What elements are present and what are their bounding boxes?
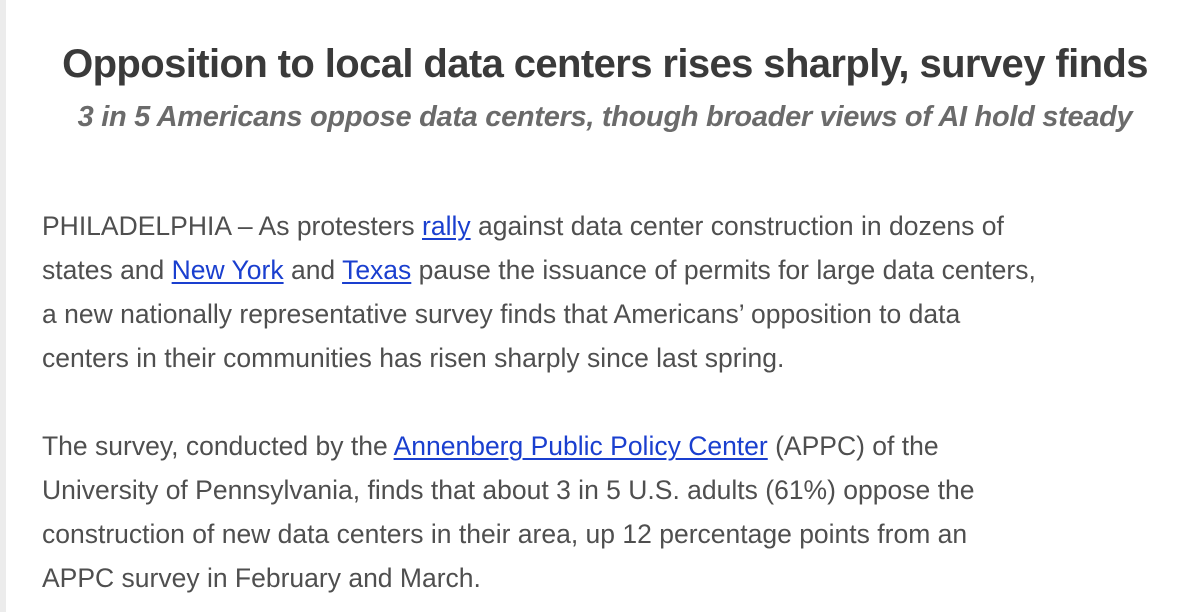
text-segment: pause the issuance of permits for large … [411,255,1036,285]
article-headline: Opposition to local data centers rises s… [62,42,1148,86]
left-border [0,0,6,612]
text-segment: PHILADELPHIA – As protesters [42,211,423,241]
paragraph-line: centers in their communities has risen s… [42,343,785,373]
paragraph-intro: PHILADELPHIA – As protesters rally again… [42,204,1192,380]
paragraph-line: PHILADELPHIA – As protesters rally again… [42,204,1192,248]
paragraph-line: The survey, conducted by the Annenberg P… [42,424,1192,468]
text-segment: (APPC) of the [767,431,939,461]
link-rally[interactable]: rally [422,211,471,241]
paragraph-survey: The survey, conducted by the Annenberg P… [42,424,1192,600]
article-subheadline: 3 in 5 Americans oppose data centers, th… [77,101,1133,133]
text-segment: against data center construction in doze… [470,211,1004,241]
paragraph-line: University of Pennsylvania, finds that a… [42,475,975,505]
link-texas[interactable]: Texas [342,255,412,285]
text-segment: and [283,255,343,285]
paragraph-line: states and New York and Texas pause the … [42,248,1192,292]
text-segment: The survey, conducted by the [42,431,394,461]
paragraph-line: APPC survey in February and March. [42,563,481,593]
link-annenberg[interactable]: Annenberg Public Policy Center [393,431,768,461]
paragraph-line: construction of new data centers in thei… [42,519,968,549]
text-segment: states and [42,255,172,285]
link-new-york[interactable]: New York [171,255,284,285]
paragraph-line: a new nationally representative survey f… [42,299,961,329]
